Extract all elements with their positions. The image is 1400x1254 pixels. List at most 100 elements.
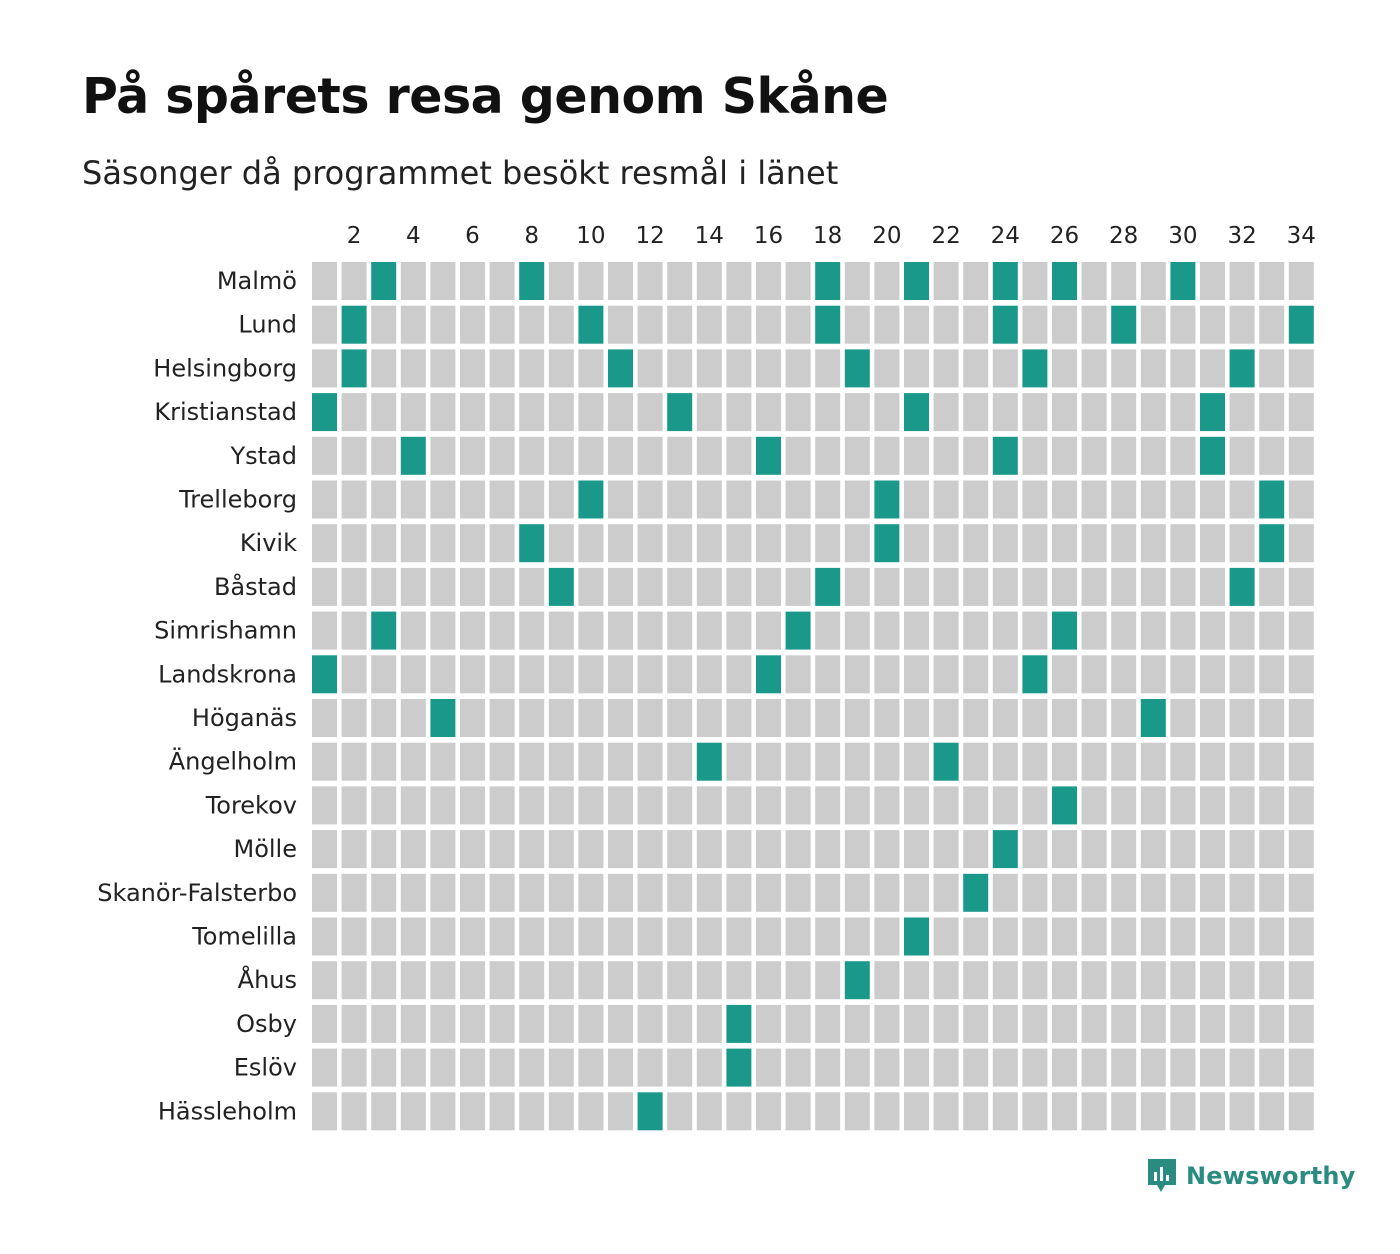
heatmap-cell [667, 305, 693, 344]
heatmap-cell [1288, 830, 1314, 869]
heatmap-cell [637, 305, 663, 344]
heatmap-cell [844, 655, 870, 694]
heatmap-cell [1170, 961, 1196, 1000]
heatmap-cell [460, 436, 485, 475]
heatmap-cell [785, 349, 811, 388]
heatmap-cell [785, 961, 811, 1000]
heatmap-cell [608, 1092, 633, 1131]
heatmap-cell [963, 786, 989, 825]
heatmap-cell [1140, 655, 1166, 694]
heatmap-cell [726, 305, 752, 344]
heatmap-cell [1081, 1048, 1107, 1087]
heatmap-cell [637, 436, 663, 475]
heatmap-cell [460, 480, 485, 519]
heatmap-cell [1081, 1004, 1107, 1043]
heatmap-cell [341, 1048, 367, 1087]
heatmap-cell [874, 567, 900, 606]
heatmap-cell [1229, 917, 1255, 956]
heatmap-cell-visited [1052, 786, 1077, 825]
heatmap-cell [1170, 611, 1196, 650]
heatmap-cell [933, 349, 959, 388]
newsworthy-logo-text: Newsworthy [1186, 1162, 1356, 1190]
heatmap-cell [1052, 1048, 1077, 1087]
heatmap-cell [312, 567, 337, 606]
heatmap-cell [608, 961, 633, 1000]
heatmap-cell [608, 830, 633, 869]
heatmap-cell [489, 480, 515, 519]
heatmap-cell [1111, 349, 1137, 388]
heatmap-cell [519, 742, 545, 781]
heatmap-cell-visited [312, 393, 337, 432]
heatmap-cell [844, 480, 870, 519]
heatmap-cell [1022, 873, 1048, 912]
heatmap-cell [400, 1048, 426, 1087]
heatmap-cell [400, 611, 426, 650]
heatmap-cell [785, 742, 811, 781]
heatmap-cell [756, 961, 781, 1000]
x-tick-label: 32 [1227, 223, 1256, 249]
heatmap-cell [371, 961, 397, 1000]
heatmap-cell [608, 1004, 633, 1043]
heatmap-cell [874, 961, 900, 1000]
row-label: Kivik [240, 529, 297, 557]
heatmap-cell [1259, 262, 1285, 300]
heatmap-cell [1140, 1048, 1166, 1087]
heatmap-cell [904, 1004, 929, 1043]
heatmap-cell [756, 873, 781, 912]
heatmap-cell [341, 655, 367, 694]
heatmap-cell [637, 699, 663, 737]
heatmap-cell [519, 567, 545, 606]
heatmap-cell [1052, 567, 1077, 606]
heatmap-cell [904, 611, 929, 650]
heatmap-cell [1288, 1048, 1314, 1087]
heatmap-cell [548, 305, 574, 344]
heatmap-cell [667, 611, 693, 650]
heatmap-cell [1288, 786, 1314, 825]
heatmap-cell [608, 655, 633, 694]
heatmap-cell [933, 480, 959, 519]
heatmap-cell [696, 436, 722, 475]
heatmap-cell [815, 1048, 841, 1087]
heatmap-cell [430, 830, 456, 869]
heatmap-cell [1170, 436, 1196, 475]
heatmap-cell [1052, 1004, 1077, 1043]
heatmap-cell [963, 436, 989, 475]
heatmap-cell [667, 961, 693, 1000]
newsworthy-logo: Newsworthy [1146, 1157, 1356, 1195]
heatmap-cell [608, 742, 633, 781]
heatmap-cell [756, 349, 781, 388]
heatmap-cell [1111, 567, 1137, 606]
heatmap-cell [1081, 961, 1107, 1000]
heatmap-cell [1022, 699, 1048, 737]
heatmap-cell [1200, 349, 1225, 388]
x-tick-label: 20 [872, 223, 901, 249]
heatmap-cell [963, 611, 989, 650]
heatmap-cell-visited [1200, 436, 1225, 475]
heatmap-cell [637, 655, 663, 694]
heatmap-cell [460, 699, 485, 737]
heatmap-cell [667, 524, 693, 563]
heatmap-cell [844, 873, 870, 912]
heatmap-cell [1288, 611, 1314, 650]
heatmap-cell [312, 786, 337, 825]
heatmap-cell-visited [519, 524, 545, 563]
heatmap-cell [1259, 830, 1285, 869]
heatmap-cell [371, 393, 397, 432]
heatmap-cell [312, 961, 337, 1000]
heatmap-cell [933, 1048, 959, 1087]
heatmap-cell-visited [992, 262, 1018, 300]
heatmap-cell [874, 1004, 900, 1043]
heatmap-cell [1052, 305, 1077, 344]
heatmap-cell-visited [696, 742, 722, 781]
heatmap-cell [637, 961, 663, 1000]
heatmap-cell [785, 524, 811, 563]
heatmap-cell [1022, 742, 1048, 781]
heatmap-cell [992, 524, 1018, 563]
heatmap-cell [1140, 961, 1166, 1000]
heatmap-cell [1259, 786, 1285, 825]
heatmap-cell [904, 830, 929, 869]
heatmap-cell [756, 305, 781, 344]
heatmap-cell-visited [1259, 480, 1285, 519]
heatmap-cell [548, 961, 574, 1000]
heatmap-cell [1140, 742, 1166, 781]
